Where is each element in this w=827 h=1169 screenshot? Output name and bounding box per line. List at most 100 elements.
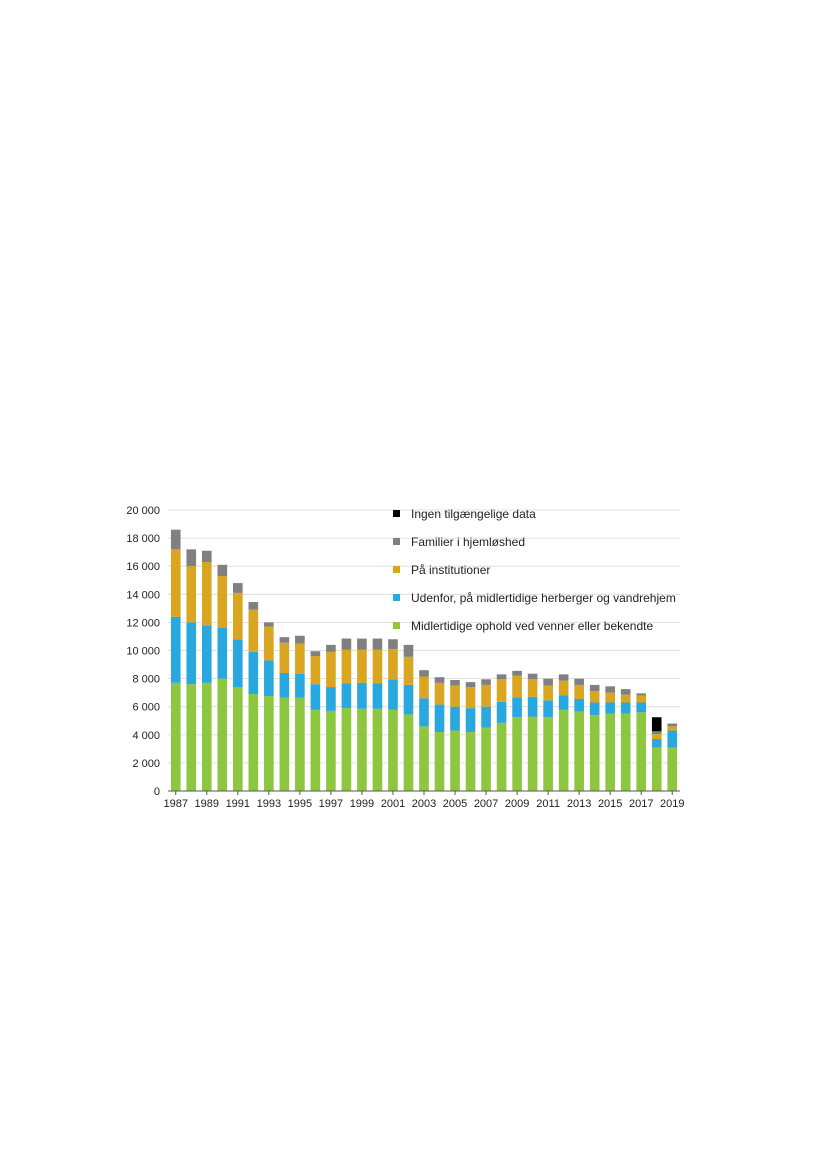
bar-segment — [667, 726, 678, 731]
bar-segment — [589, 715, 600, 791]
bar-segment — [434, 704, 445, 732]
bar-segment — [186, 684, 197, 791]
bar-segment — [170, 682, 181, 791]
bar-segment — [589, 691, 600, 703]
bar-segment — [372, 683, 383, 709]
bar-segment — [341, 638, 352, 650]
bar-segment — [248, 609, 259, 652]
bar-segment — [201, 625, 212, 683]
y-tick-labels: 0 2 000 4 000 6 000 8 000 10 000 12 000 14 000 1… — [126, 505, 160, 798]
legend-label: Ingen tilgængelige data — [411, 507, 536, 521]
bar-segment — [403, 656, 414, 685]
bar-segment — [248, 651, 259, 695]
bar-segment — [341, 649, 352, 684]
bar-segment — [465, 687, 476, 709]
bar-segment — [170, 529, 181, 550]
bar-segment — [233, 687, 243, 791]
legend-swatch — [393, 510, 400, 517]
x-tick-labels: 1987 1989 1991 1993 1995 1997 1999 2001 2003 2005… — [164, 798, 685, 810]
bar-segment — [481, 706, 491, 728]
bar-segment — [186, 622, 197, 685]
bar-segment — [310, 656, 321, 685]
bar-segment — [605, 713, 615, 791]
bar-segment — [201, 550, 212, 562]
bar-segment — [651, 734, 662, 740]
bar-segment — [326, 710, 336, 791]
bar-segment — [667, 730, 678, 748]
x-tick-label: 2003 — [412, 798, 436, 810]
bar-segment — [248, 602, 259, 610]
x-tick-label: 1991 — [226, 798, 250, 810]
bar-segment — [450, 680, 460, 686]
bar-segment — [496, 674, 507, 680]
bar-segment — [357, 649, 367, 683]
bar-segment — [651, 747, 662, 791]
bar-segment — [326, 644, 336, 652]
bar-segment — [558, 680, 569, 696]
legend-label: Udenfor, på midlertidige herberger og va… — [411, 591, 676, 605]
bar-segment — [217, 576, 228, 629]
y-tick-label: 8 000 — [132, 674, 160, 686]
bar-segment — [558, 674, 569, 681]
bar-segment — [481, 684, 491, 707]
bar-segment — [496, 701, 507, 723]
bar-segment — [403, 714, 414, 791]
y-tick-label: 6 000 — [132, 702, 160, 714]
bar-segment — [279, 697, 290, 791]
bar-segment — [636, 693, 647, 696]
bar-segment — [434, 731, 445, 791]
bar-segment — [372, 638, 383, 650]
bar-segment — [233, 583, 243, 593]
bar-segment — [605, 686, 615, 693]
bar-segment — [543, 685, 553, 701]
bar-segment — [605, 692, 615, 703]
bar-segment — [341, 708, 352, 791]
bars — [170, 529, 678, 791]
legend-swatch — [393, 622, 400, 629]
bar-segment — [357, 708, 367, 791]
x-tick-label: 2009 — [505, 798, 529, 810]
bar-segment — [295, 643, 305, 674]
bar-segment — [357, 682, 367, 709]
x-tick-label: 1995 — [288, 798, 312, 810]
bar-segment — [450, 730, 460, 791]
bar-segment — [170, 616, 181, 683]
bar-segment — [558, 695, 569, 710]
bar-segment — [543, 700, 553, 718]
bar-segment — [388, 639, 398, 650]
bar-segment — [372, 649, 383, 684]
bar-segment — [217, 564, 228, 577]
bar-segment — [326, 651, 336, 688]
bar-segment — [481, 727, 491, 791]
bar-segment — [279, 642, 290, 673]
bar-segment — [264, 622, 274, 627]
y-tick-label: 10 000 — [126, 646, 160, 658]
bar-segment — [295, 697, 305, 791]
y-tick-label: 2 000 — [132, 758, 160, 770]
bar-segment — [264, 660, 274, 697]
legend: Ingen tilgængelige data Familier i hjemlø… — [393, 507, 676, 633]
bar-segment — [326, 687, 336, 711]
x-tick-label: 2019 — [660, 798, 684, 810]
bar-segment — [217, 678, 228, 791]
bar-segment — [527, 716, 538, 791]
legend-swatch — [393, 538, 400, 545]
y-tick-label: 4 000 — [132, 730, 160, 742]
bar-segment — [434, 682, 445, 705]
bar-segment — [465, 708, 476, 732]
y-tick-label: 14 000 — [126, 589, 160, 601]
bar-segment — [186, 549, 197, 567]
bar-segment — [372, 708, 383, 791]
bar-segment — [512, 697, 522, 718]
x-tick-label: 2011 — [536, 798, 560, 810]
bar-segment — [186, 566, 197, 623]
bar-segment — [279, 637, 290, 643]
x-tick-label: 2005 — [443, 798, 467, 810]
bar-segment — [589, 702, 600, 716]
bar-segment — [201, 561, 212, 626]
bar-segment — [465, 682, 476, 688]
bar-segment — [589, 684, 600, 692]
x-tick-label: 2013 — [567, 798, 591, 810]
x-tick-label: 2001 — [381, 798, 405, 810]
axes — [168, 790, 680, 795]
